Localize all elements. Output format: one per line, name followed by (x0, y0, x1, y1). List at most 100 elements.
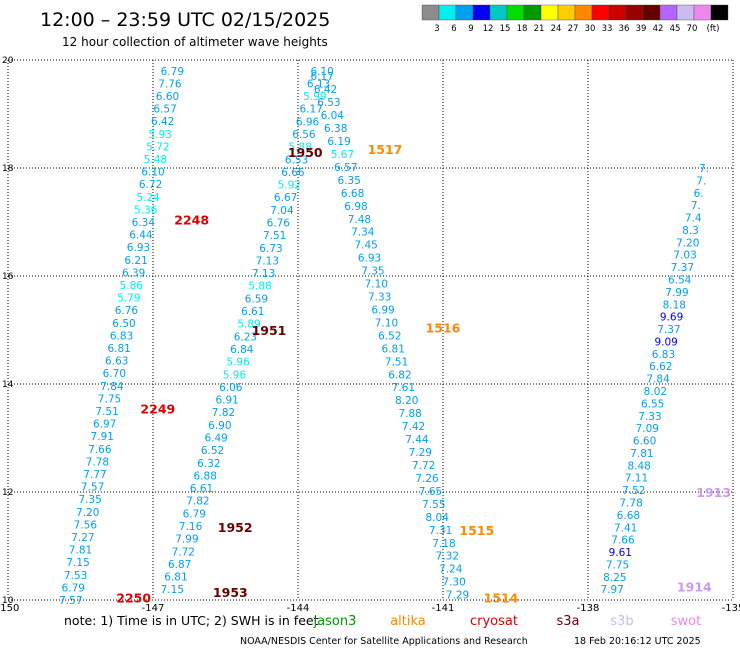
wave-height-value: 8.04 (426, 512, 450, 524)
altimeter-tracks: 7.576.797.537.157.817.277.567.207.357.57… (59, 66, 709, 607)
colorbar-swatch (455, 4, 474, 21)
wave-height-value: 6.10 (141, 167, 164, 179)
pass-time-label: 2250 (116, 590, 151, 605)
y-tick-label: 20 (2, 56, 14, 66)
wave-height-value: 5.24 (136, 192, 160, 204)
wave-height-value: 6.44 (129, 230, 153, 242)
colorbar-label: 9 (468, 24, 473, 34)
wave-height-value: 6.60 (156, 91, 179, 103)
wave-height-value: 7.04 (270, 205, 294, 217)
wave-height-value: 8.48 (627, 460, 650, 472)
colorbar-label: 21 (534, 24, 545, 34)
wave-height-value: 5.79 (117, 293, 140, 305)
wave-height-value: 7.32 (436, 551, 459, 563)
wave-height-value: 7.91 (91, 431, 114, 443)
wave-height-value: 6.61 (241, 306, 264, 318)
wave-height-value: 5.86 (120, 280, 144, 292)
colorbar-legend: 3 6 9 12 15 18 21 24 27 30 33 36 39 42 45 70 (ft) (421, 4, 729, 34)
wave-height-value: 7.35 (78, 494, 101, 506)
wave-height-value: 7.30 (442, 577, 465, 589)
track: 6.176.426.536.046.386.195.676.576.356.68… (310, 71, 469, 601)
colorbar-swatch (608, 4, 627, 21)
colorbar-label: 3 (434, 24, 439, 34)
x-tick-label: -138 (577, 603, 600, 614)
wave-height-value: 6.93 (358, 253, 381, 265)
wave-height-value: 6.99 (371, 304, 394, 316)
wave-height-value: 6.17 (310, 71, 333, 83)
colorbar-swatch (557, 4, 576, 21)
wave-height-value: 6.76 (115, 305, 139, 317)
wave-height-value: 7.33 (368, 292, 391, 304)
wave-height-value: 7.10 (375, 317, 398, 329)
wave-height-value: 7.56 (74, 519, 98, 531)
colorbar-swatch (625, 4, 644, 21)
wave-height-value: 6.53 (317, 97, 340, 109)
wave-height-value: 6.96 (296, 116, 320, 128)
wave-height-value: 6.98 (344, 201, 367, 213)
colorbar-swatch (693, 4, 712, 21)
wave-height-value: 7.81 (630, 448, 653, 460)
wave-height-value: 6.81 (382, 343, 405, 355)
pass-time-label: 1517 (368, 142, 403, 157)
x-tick-label: -147 (142, 603, 165, 614)
chart-subtitle: 12 hour collection of altimeter wave hei… (62, 35, 328, 49)
y-tick-label: 18 (2, 164, 14, 174)
wave-height-value: 6.57 (153, 104, 176, 116)
wave-height-value: 6.54 (668, 274, 692, 286)
wave-height-value: 7.66 (611, 535, 635, 547)
wave-height-value: 7.61 (392, 382, 415, 394)
wave-height-value: 7.33 (638, 411, 661, 423)
pass-time-label: 1515 (459, 523, 494, 538)
wave-height-value: 7.26 (415, 473, 439, 485)
wave-height-value: 9.61 (609, 547, 632, 559)
colorbar-label: 30 (585, 24, 596, 34)
wave-height-value: 6.32 (197, 458, 220, 470)
pass-time-label: 2249 (140, 401, 175, 416)
colorbar-swatch (489, 4, 508, 21)
wave-height-value: 6.88 (194, 470, 217, 482)
satellite-jason3: jason3 (313, 614, 357, 629)
wave-height-value: 6.68 (617, 510, 640, 522)
wave-height-value: 6.10 (310, 66, 333, 78)
wave-height-value: 6.53 (285, 154, 308, 166)
wave-height-value: 6.21 (124, 255, 147, 267)
wave-height-value: 6.72 (139, 179, 162, 191)
y-tick-label: 12 (2, 488, 13, 498)
wave-height-value: 8.02 (644, 386, 667, 398)
wave-height-value: 5.99 (303, 91, 326, 103)
wave-height-value: 5.93 (149, 129, 172, 141)
wave-height-value: 6.90 (208, 420, 231, 432)
colorbar-swatch (523, 4, 542, 21)
wave-height-value: 7.52 (622, 485, 645, 497)
wave-height-value: 7.09 (636, 423, 659, 435)
wave-height-value: 5.48 (144, 154, 167, 166)
colorbar-label: (ft) (707, 24, 720, 34)
satellite-s3b: s3b (610, 614, 633, 629)
wave-height-value: 6.39 (122, 267, 145, 279)
track: 7.7.6.7.7.48.37.207.037.376.547.998.189.… (600, 163, 709, 596)
wave-height-value: 7.76 (158, 78, 182, 90)
wave-height-value: 7.88 (398, 408, 421, 420)
colorbar-label: 36 (619, 24, 630, 34)
wave-height-value: 7.57 (59, 595, 82, 607)
x-tick-label: -135 (722, 603, 740, 614)
colorbar-swatch (642, 4, 661, 21)
wave-height-value: 6.38 (324, 123, 347, 135)
y-tick-label: 14 (2, 380, 14, 390)
colorbar-swatch (540, 4, 559, 21)
colorbar-label: 24 (551, 24, 562, 34)
colorbar-swatch (421, 4, 440, 21)
colorbar-label: 33 (602, 24, 613, 34)
wave-height-value: 7.72 (412, 460, 435, 472)
wave-height-value: 7.53 (64, 570, 87, 582)
wave-height-value: 6.82 (388, 369, 411, 381)
wave-height-value: 7.4 (685, 213, 702, 225)
colorbar-label: 42 (653, 24, 664, 34)
pass-time-label: 1952 (218, 520, 253, 535)
wave-height-value: 6.34 (132, 217, 156, 229)
pass-time-label: 1514 (484, 590, 519, 605)
wave-height-value: 9.69 (660, 312, 683, 324)
pass-time-label: 1516 (426, 320, 461, 335)
colorbar-swatch (591, 4, 610, 21)
pass-time-label: 1951 (252, 323, 287, 338)
